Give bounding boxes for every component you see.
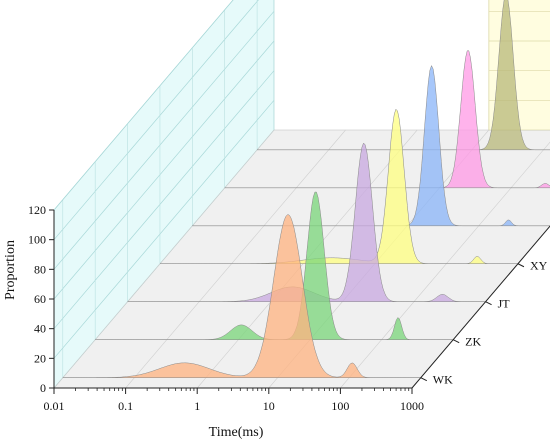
y-tick-label: 60 xyxy=(34,292,46,306)
chart-axes: 0 20 40 60 80 100 120 0.01 0.1 1 10 100 1000 WK ZK JT XY… xyxy=(28,203,550,413)
series-area-wk xyxy=(62,214,421,378)
side-grid-line xyxy=(53,0,234,211)
z-tick-mark xyxy=(420,377,428,382)
y-tick-label: 80 xyxy=(34,262,46,276)
floor-grid-line xyxy=(340,141,550,389)
series-area-xy xyxy=(160,108,518,264)
y-tick-label: 100 xyxy=(28,233,46,247)
side-grid-line xyxy=(53,100,275,359)
x-tick-label: 0.01 xyxy=(44,399,65,413)
x-tick-label: 100 xyxy=(331,399,349,413)
z-tick-mark xyxy=(485,301,492,306)
side-grid-line xyxy=(53,40,275,300)
x-tick-label: 10 xyxy=(263,399,275,413)
floor-grid-line xyxy=(53,129,275,389)
x-axis-title: Time(ms) xyxy=(209,425,264,440)
z-tick-mark xyxy=(517,263,525,268)
series-layer xyxy=(62,0,550,378)
y-tick-label: 120 xyxy=(28,203,46,217)
series-area-wl xyxy=(257,0,550,151)
side-grid-line xyxy=(53,70,275,329)
y-tick-label: 20 xyxy=(34,351,46,365)
floor-grid-line xyxy=(125,129,346,389)
side-grid-line xyxy=(53,0,259,240)
side-grid-line xyxy=(53,11,275,270)
z-category-label-wk: WK xyxy=(433,373,453,387)
z-axis-line xyxy=(411,225,550,389)
x-tick-label: 1 xyxy=(194,399,200,413)
z-category-label-zk: ZK xyxy=(465,335,481,349)
y-tick-label: 40 xyxy=(34,322,46,336)
x-tick-label: 0.1 xyxy=(118,399,133,413)
z-category-label-xy: XY xyxy=(530,259,548,273)
y-axis-title: Proportion xyxy=(3,240,18,300)
z-category-label-jt: JT xyxy=(498,297,511,311)
y-tick-label: 0 xyxy=(40,381,46,395)
x-tick-label: 1000 xyxy=(400,399,424,413)
z-tick-mark xyxy=(452,339,460,344)
